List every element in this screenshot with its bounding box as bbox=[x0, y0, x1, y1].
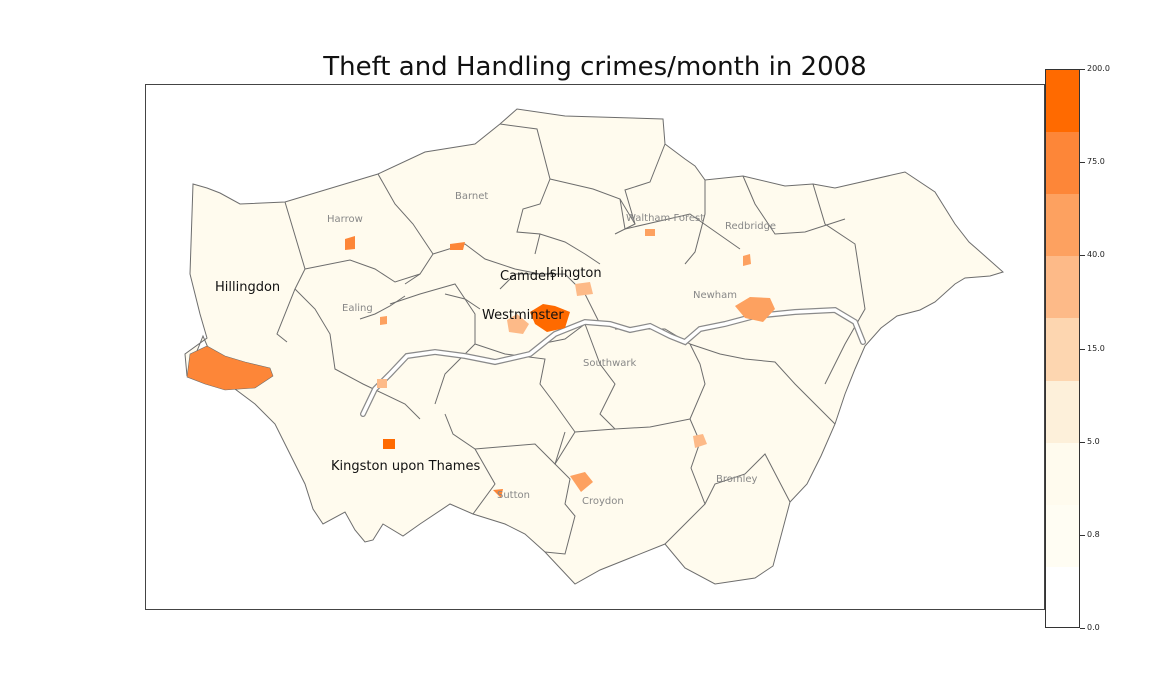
colorbar-tick-label: 5.0 bbox=[1087, 436, 1100, 446]
label-croydon: Croydon bbox=[582, 496, 624, 507]
hotspot-croydon bbox=[570, 472, 593, 492]
hotspot-westminster bbox=[530, 304, 570, 332]
label-sutton: Sutton bbox=[497, 490, 530, 501]
hotspot-bromley-north bbox=[693, 434, 707, 448]
borough-borders bbox=[276, 123, 866, 555]
colorbar-segment bbox=[1046, 566, 1079, 627]
colorbar-tick bbox=[1080, 628, 1085, 629]
colorbar-tick bbox=[1080, 69, 1085, 70]
label-islington: Islington bbox=[546, 266, 602, 281]
label-redbridge: Redbridge bbox=[725, 221, 776, 232]
hotspot-waltham-forest bbox=[645, 229, 655, 236]
colorbar bbox=[1045, 69, 1080, 628]
label-barnet: Barnet bbox=[455, 191, 488, 202]
colorbar-tick bbox=[1080, 348, 1085, 350]
colorbar-tick bbox=[1080, 255, 1085, 257]
colorbar-segment bbox=[1046, 132, 1079, 195]
colorbar-segment bbox=[1046, 194, 1079, 257]
hotspot-hillingdon-heathrow bbox=[186, 345, 274, 391]
crime-hotspots[interactable] bbox=[186, 229, 775, 498]
colorbar-tick-label: 40.0 bbox=[1087, 250, 1105, 260]
hotspot-westminster-halo bbox=[507, 314, 529, 334]
label-westminster: Westminster bbox=[482, 308, 564, 323]
colorbar-segment bbox=[1046, 256, 1079, 319]
label-camden: Camden bbox=[500, 269, 554, 284]
label-ealing: Ealing bbox=[342, 303, 373, 314]
colorbar-tick-label: 200.0 bbox=[1087, 64, 1110, 73]
hotspot-barnet bbox=[450, 242, 465, 250]
hotspot-redbridge bbox=[743, 254, 751, 266]
colorbar-tick bbox=[1080, 534, 1085, 536]
colorbar-segment bbox=[1046, 442, 1079, 506]
label-hillingdon: Hillingdon bbox=[215, 280, 280, 295]
page-title: Theft and Handling crimes/month in 2008 bbox=[323, 52, 867, 82]
colorbar-tick-label: 0.0 bbox=[1087, 623, 1100, 632]
colorbar-tick bbox=[1080, 441, 1085, 443]
london-outline bbox=[184, 108, 1004, 585]
colorbar-segment bbox=[1046, 318, 1079, 382]
hotspot-harrow bbox=[345, 236, 355, 250]
colorbar-segment bbox=[1046, 380, 1079, 444]
colorbar-tick-label: 15.0 bbox=[1087, 343, 1105, 353]
colorbar-tick bbox=[1080, 162, 1085, 164]
colorbar-tick-label: 0.8 bbox=[1087, 529, 1100, 539]
hotspot-ealing bbox=[380, 316, 387, 325]
hotspot-camden-islington bbox=[575, 282, 593, 296]
london-map[interactable]: Hillingdon Camden Islington Westminster … bbox=[145, 84, 1045, 610]
colorbar-tick-label: 75.0 bbox=[1087, 157, 1105, 167]
label-southwark: Southwark bbox=[583, 358, 636, 369]
borough-labels: Hillingdon Camden Islington Westminster … bbox=[215, 191, 776, 507]
label-newham: Newham bbox=[693, 290, 737, 301]
hotspot-sutton bbox=[493, 489, 503, 498]
colorbar-segment bbox=[1046, 70, 1079, 133]
hotspot-newham bbox=[735, 297, 775, 322]
label-waltham-forest: Waltham Forest bbox=[626, 213, 704, 224]
label-kingston: Kingston upon Thames bbox=[331, 459, 480, 474]
label-bromley: Bromley bbox=[716, 474, 758, 485]
colorbar-segment bbox=[1046, 504, 1079, 568]
hotspot-hounslow bbox=[377, 379, 387, 388]
label-harrow: Harrow bbox=[327, 214, 363, 225]
hotspot-kingston bbox=[383, 439, 395, 449]
